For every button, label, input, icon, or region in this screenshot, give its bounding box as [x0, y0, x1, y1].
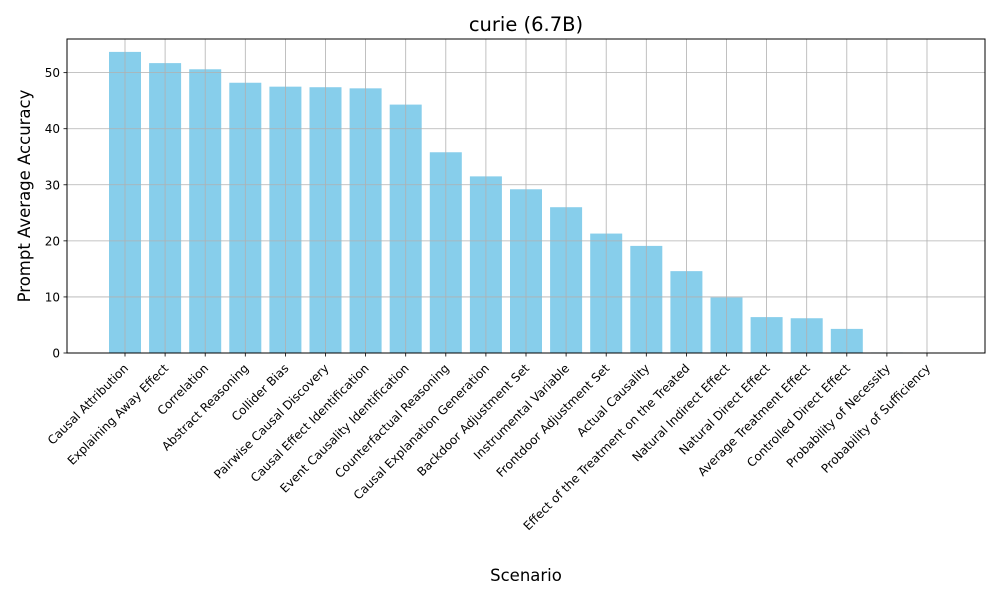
x-tick-label: Actual Causality [574, 361, 652, 439]
y-tick-label: 50 [45, 66, 60, 80]
y-tick-label: 30 [45, 178, 60, 192]
y-tick-label: 10 [45, 290, 60, 304]
y-tick-label: 0 [52, 347, 60, 361]
y-tick-label: 20 [45, 234, 60, 248]
bars-layer [109, 51, 903, 354]
plot-frame [66, 38, 986, 354]
chart-title: curie (6.7B) [469, 13, 583, 36]
y-tick-label: 40 [45, 122, 60, 136]
x-axis-title: Scenario [490, 566, 562, 585]
y-axis-title: Prompt Average Accuracy [15, 89, 34, 302]
